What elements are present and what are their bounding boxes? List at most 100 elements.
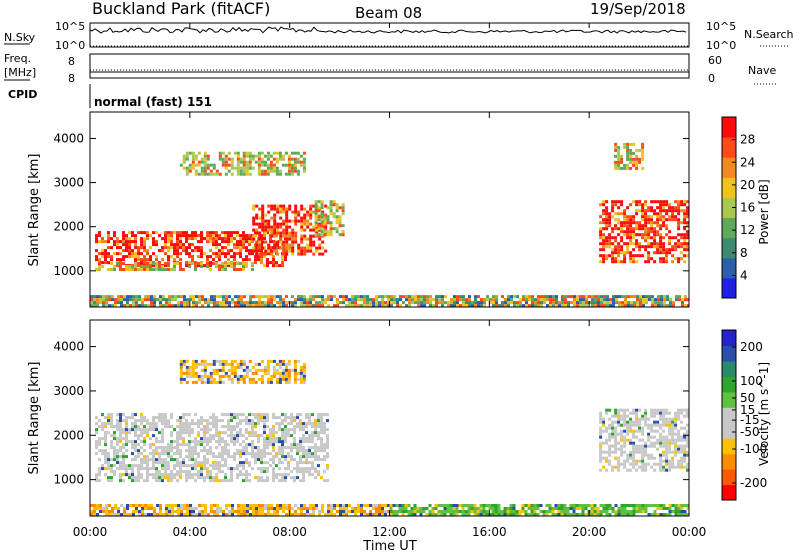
- cell: [209, 268, 212, 271]
- cell: [632, 429, 636, 433]
- cell: [281, 455, 284, 459]
- cell: [324, 301, 327, 305]
- cell: [620, 507, 624, 510]
- cell: [242, 151, 246, 155]
- cell: [210, 301, 213, 305]
- cell: [281, 461, 284, 465]
- cell: [96, 513, 99, 516]
- cell: [227, 237, 230, 241]
- cell: [281, 377, 285, 381]
- cell: [426, 295, 429, 299]
- cell: [644, 227, 648, 231]
- cell: [275, 440, 278, 444]
- cell: [230, 231, 233, 235]
- cell: [312, 252, 316, 256]
- cell: [191, 234, 194, 238]
- cell: [132, 304, 135, 307]
- cell: [629, 504, 633, 507]
- cell: [339, 513, 342, 516]
- cell: [669, 301, 672, 305]
- cell: [575, 504, 579, 507]
- cell: [434, 507, 438, 510]
- cell: [309, 249, 313, 253]
- cell: [438, 298, 441, 302]
- cell: [431, 507, 435, 510]
- cell: [294, 210, 298, 214]
- cell: [291, 295, 294, 299]
- cell: [104, 443, 107, 447]
- cell: [254, 458, 257, 462]
- cell: [608, 432, 612, 436]
- cell: [507, 301, 510, 305]
- cell: [605, 257, 609, 261]
- cell: [150, 304, 153, 307]
- cell: [104, 452, 107, 456]
- cell: [177, 513, 180, 516]
- cell: [525, 298, 528, 302]
- cell: [272, 467, 275, 471]
- cell: [674, 465, 678, 469]
- cell: [662, 438, 666, 442]
- cell: [329, 203, 333, 207]
- cell: [306, 304, 309, 307]
- cell: [119, 252, 122, 256]
- cell: [179, 268, 182, 271]
- cell: [437, 513, 441, 516]
- cell: [321, 252, 325, 256]
- cell: [291, 243, 295, 247]
- cell: [635, 154, 639, 158]
- cell: [314, 218, 318, 222]
- cell: [122, 458, 125, 462]
- cell: [258, 298, 261, 302]
- cell: [303, 513, 306, 516]
- cell: [156, 504, 159, 507]
- cell: [659, 414, 663, 418]
- cell: [119, 464, 122, 468]
- cell: [167, 473, 170, 477]
- cell: [188, 470, 191, 474]
- cell: [245, 431, 248, 435]
- cell: [410, 510, 414, 513]
- cell: [320, 419, 323, 423]
- cell: [137, 255, 140, 259]
- cell: [236, 231, 239, 235]
- cell: [633, 301, 636, 305]
- cell: [287, 157, 291, 161]
- cell: [626, 432, 630, 436]
- cell: [198, 298, 201, 302]
- cell: [206, 255, 209, 259]
- cell: [125, 246, 128, 250]
- cell: [282, 298, 285, 302]
- cell: [521, 504, 525, 507]
- cell: [308, 413, 311, 417]
- cell: [224, 431, 227, 435]
- cell: [149, 234, 152, 238]
- cell: [248, 422, 251, 426]
- cell: [152, 449, 155, 453]
- cell: [194, 237, 197, 241]
- cell: [203, 374, 207, 378]
- cell: [266, 371, 270, 375]
- cell: [626, 221, 630, 225]
- cell: [261, 225, 265, 229]
- cell: [614, 513, 618, 516]
- cell: [222, 513, 225, 516]
- cell: [549, 295, 552, 299]
- cell: [194, 231, 197, 235]
- cell: [627, 304, 630, 307]
- cell: [194, 371, 198, 375]
- cell: [119, 258, 122, 262]
- cell: [212, 258, 215, 262]
- cell: [540, 304, 543, 307]
- cell: [293, 166, 297, 170]
- cell: [302, 380, 306, 384]
- cell: [275, 249, 278, 253]
- cell: [221, 160, 225, 164]
- cell: [291, 507, 294, 510]
- cell: [273, 204, 277, 208]
- power-region-5: [599, 200, 689, 264]
- cell: [653, 239, 657, 243]
- cell: [237, 510, 240, 513]
- cell: [671, 420, 675, 424]
- cell: [134, 434, 137, 438]
